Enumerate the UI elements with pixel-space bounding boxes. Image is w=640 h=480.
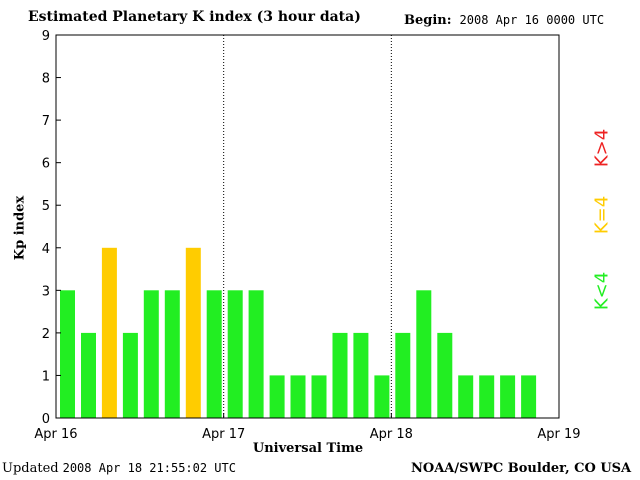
begin-label: Begin:	[404, 13, 452, 28]
updated-info: Updated 2008 Apr 18 21:55:02 UTC	[2, 461, 236, 476]
y-tick-label: 2	[42, 327, 50, 342]
kp-bar	[332, 332, 348, 418]
plot-frame	[55, 34, 560, 419]
kp-bar	[101, 247, 117, 418]
kp-bar	[311, 375, 327, 418]
y-tick-label: 5	[42, 199, 50, 214]
kp-bar	[458, 375, 474, 418]
y-tick-label: 0	[42, 412, 50, 427]
kp-bar	[122, 332, 138, 418]
updated-value: 2008 Apr 18 21:55:02 UTC	[62, 461, 236, 475]
kp-bar	[500, 375, 516, 418]
y-tick-label: 7	[42, 114, 50, 129]
chart-title: Estimated Planetary K index (3 hour data…	[28, 9, 361, 25]
y-tick-label: 1	[42, 369, 50, 384]
y-tick-label: 6	[42, 157, 50, 172]
kp-bar	[248, 290, 264, 418]
x-axis-label: Universal Time	[252, 441, 364, 456]
y-tick-label: 4	[42, 242, 50, 257]
begin-info: Begin: 2008 Apr 16 0000 UTC	[404, 13, 604, 28]
kp-bar	[206, 290, 222, 418]
kp-bar	[521, 375, 537, 418]
kp-bar	[374, 375, 390, 418]
kp-bar	[416, 290, 432, 418]
x-tick-label: Apr 17	[202, 427, 245, 442]
kp-bar	[290, 375, 306, 418]
kp-bar	[269, 375, 285, 418]
y-tick-label: 8	[42, 72, 50, 87]
y-tick-label: 3	[42, 284, 50, 299]
kp-bar	[353, 332, 369, 418]
kp-bar	[395, 332, 411, 418]
kp-bar	[81, 332, 96, 418]
y-tick-label: 9	[42, 29, 50, 44]
updated-label: Updated	[2, 461, 59, 476]
x-tick-label: Apr 16	[34, 427, 77, 442]
credit: NOAA/SWPC Boulder, CO USA	[411, 461, 632, 476]
kp-bar	[479, 375, 495, 418]
kp-bar	[60, 290, 75, 418]
kp-bar	[227, 290, 243, 418]
x-tick-label: Apr 19	[537, 427, 580, 442]
x-tick-label: Apr 18	[370, 427, 413, 442]
kp-bar	[437, 332, 453, 418]
kp-bar	[143, 290, 159, 418]
begin-value: 2008 Apr 16 0000 UTC	[459, 13, 605, 27]
kp-bar	[164, 290, 180, 418]
kp-bar	[185, 247, 201, 418]
